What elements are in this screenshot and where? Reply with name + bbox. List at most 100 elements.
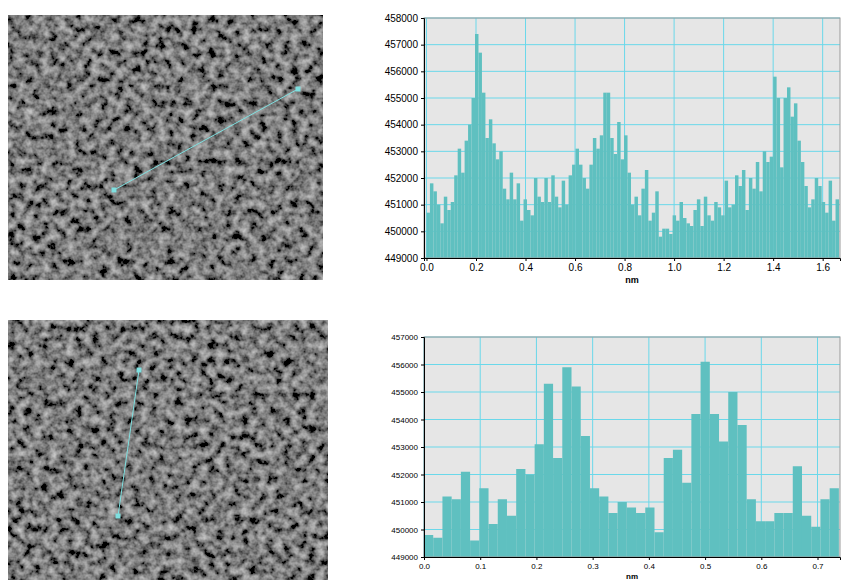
tick-label: 0.0 <box>420 262 434 273</box>
profile-handle <box>296 87 301 92</box>
bar <box>662 229 665 258</box>
bar <box>551 175 554 258</box>
tick-label: 455000 <box>391 388 418 397</box>
bar <box>774 513 783 557</box>
bar <box>478 53 481 258</box>
tick-mark <box>421 18 424 19</box>
tick: 1.6 <box>816 258 830 273</box>
bar <box>569 175 572 258</box>
bar <box>836 199 839 258</box>
bar <box>451 202 454 258</box>
bar <box>676 221 679 258</box>
bar <box>802 516 811 557</box>
bar <box>714 202 717 258</box>
bar <box>527 210 530 258</box>
bar <box>790 117 793 258</box>
tick-mark <box>476 258 477 261</box>
bar <box>442 497 451 558</box>
bar <box>482 93 485 258</box>
tick-mark <box>421 502 424 503</box>
bar <box>468 125 471 258</box>
bar <box>440 223 443 258</box>
bar <box>801 162 804 258</box>
bar <box>634 197 637 258</box>
bar <box>818 186 821 258</box>
tick-mark <box>421 205 424 206</box>
bar <box>648 221 651 258</box>
bar <box>822 202 825 258</box>
bar <box>797 141 800 258</box>
tick-mark <box>421 45 424 46</box>
tick-label: 453000 <box>385 146 419 157</box>
bar <box>765 521 774 557</box>
tick-label: 0.5 <box>700 562 712 571</box>
tick: 449000 <box>391 553 424 562</box>
bar <box>437 205 440 258</box>
bar <box>756 521 765 557</box>
bar <box>470 541 479 558</box>
tick: 450000 <box>385 226 424 237</box>
bar <box>513 199 516 258</box>
bar <box>498 499 507 557</box>
tick-label: 454000 <box>385 119 419 130</box>
tick: 0.2 <box>531 557 543 571</box>
bar <box>691 414 700 557</box>
bar <box>721 215 724 258</box>
bar <box>638 215 641 258</box>
bar <box>520 221 523 258</box>
micrograph <box>8 320 328 580</box>
bar <box>654 532 663 557</box>
tick-mark <box>426 258 427 261</box>
bar <box>565 205 568 258</box>
bar <box>424 535 433 557</box>
tick-mark <box>421 71 424 72</box>
tick-mark <box>705 557 706 560</box>
tick-label: 453000 <box>391 443 418 452</box>
bar <box>479 488 488 557</box>
bar <box>475 34 478 258</box>
bar <box>541 202 544 258</box>
plot-frame <box>424 337 840 557</box>
tick: 455000 <box>385 93 424 104</box>
bar <box>599 497 608 558</box>
tick: 0.6 <box>569 258 583 273</box>
tick-mark <box>421 557 424 558</box>
tick: 0.0 <box>420 258 434 273</box>
bar <box>506 199 509 258</box>
bar <box>433 538 442 557</box>
tick: 456000 <box>391 361 424 370</box>
tick: 1.0 <box>668 258 682 273</box>
tick: 0.0 <box>419 557 431 571</box>
bar <box>576 149 579 258</box>
plot-frame <box>424 18 840 258</box>
bar <box>433 191 436 258</box>
grid <box>424 18 840 258</box>
profile-line <box>118 370 139 516</box>
tick-label: 449000 <box>391 553 418 562</box>
bars <box>426 34 839 258</box>
tick-label: 451000 <box>391 498 418 507</box>
bar <box>747 499 756 557</box>
bar <box>548 202 551 258</box>
tick-label: 1.4 <box>767 262 781 273</box>
x-axis-title: nm <box>625 275 639 285</box>
bar <box>426 213 429 258</box>
bar <box>537 197 540 258</box>
bar <box>621 159 624 258</box>
bar <box>530 215 533 258</box>
bar <box>499 151 502 258</box>
tick: 0.2 <box>470 258 484 273</box>
bar <box>589 165 592 258</box>
tick-mark <box>724 258 725 261</box>
tick-mark <box>536 557 537 560</box>
bar <box>581 436 590 557</box>
grid-line-y <box>424 44 840 45</box>
bar <box>725 181 728 258</box>
bar <box>452 499 461 557</box>
tick-mark <box>421 447 424 448</box>
bar <box>770 157 773 258</box>
bar <box>553 458 562 557</box>
tick-mark <box>421 337 424 338</box>
micrograph <box>8 15 323 280</box>
tick-label: 1.6 <box>816 262 830 273</box>
